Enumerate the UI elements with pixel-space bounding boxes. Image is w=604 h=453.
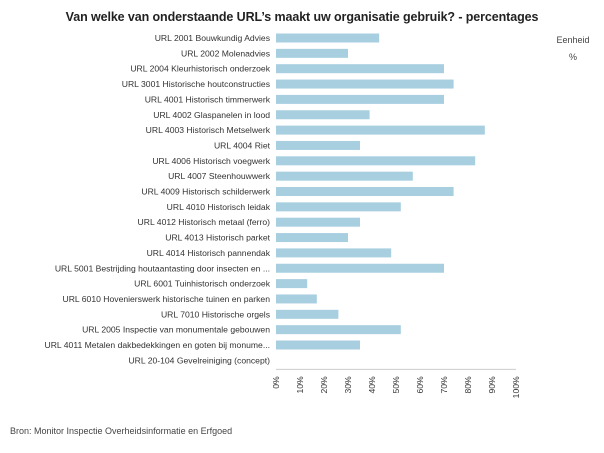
x-tick-label: 80% [463,376,473,394]
bar [276,202,401,212]
category-label: URL 4009 Historisch schilderwerk [141,187,270,197]
bar [276,64,444,74]
x-tick-label: 60% [415,376,425,394]
bar [276,171,413,181]
x-tick-label: 20% [319,376,329,394]
x-tick-label: 40% [367,376,377,394]
bar [276,156,476,166]
x-tick-label: 50% [391,376,401,394]
category-label: URL 4001 Historisch timmerwerk [145,94,271,104]
category-label: URL 20-104 Gevelreiniging (concept) [128,355,270,365]
bar [276,233,348,243]
unit-box: Eenheid % [546,32,600,66]
category-label: URL 2002 Molenadvies [181,48,270,58]
bar [276,294,317,304]
category-label: URL 4003 Historisch Metselwerk [146,125,271,135]
source-note: Bron: Monitor Inspectie Overheidsinforma… [10,426,233,436]
x-tick-label: 100% [511,376,521,398]
bar [276,263,444,273]
x-tick-label: 70% [439,376,449,394]
category-label: URL 3001 Historische houtconstructies [122,79,270,89]
bar [276,340,360,350]
bar [276,79,454,89]
category-label: URL 6010 Hovenierswerk historische tuine… [63,294,271,304]
category-label: URL 5001 Bestrijding houtaantasting door… [55,263,270,273]
bar [276,125,485,135]
category-label: URL 6001 Tuinhistorisch onderzoek [134,279,271,289]
category-label: URL 4002 Glaspanelen in lood [153,110,270,120]
category-label: URL 2001 Bouwkundig Advies [155,33,270,43]
bar [276,110,370,120]
bar [276,48,348,58]
category-label: URL 4006 Historisch voegwerk [152,156,270,166]
category-label: URL 4004 Riet [214,140,271,150]
category-label: URL 4013 Historisch parket [165,233,270,243]
bar [276,33,380,43]
category-label: URL 4011 Metalen dakbedekkingen en goten… [45,340,271,350]
unit-label: Eenheid [556,35,590,45]
bar [276,140,360,150]
x-tick-label: 0% [271,376,281,389]
chart-title: Van welke van onderstaande URL’s maakt u… [65,10,539,24]
bar [276,248,392,258]
category-label: URL 2004 Kleurhistorisch onderzoek [130,64,270,74]
category-label: URL 7010 Historische orgels [161,309,270,319]
category-label: URL 4014 Historisch pannendak [147,248,271,258]
x-tick-label: 30% [343,376,353,394]
category-label: URL 4007 Steenhouwwerk [168,171,271,181]
x-tick-label: 90% [487,376,497,394]
bar [276,309,339,319]
bar [276,187,454,196]
x-tick-label: 10% [295,376,305,394]
category-label: URL 4012 Historisch metaal (ferro) [138,217,271,227]
unit-value: % [568,52,577,62]
bar [276,94,444,104]
bar [276,279,308,289]
category-label: URL 2005 Inspectie van monumentale gebou… [82,325,270,335]
bar [276,217,360,227]
bar [276,325,401,335]
category-label: URL 4010 Historisch leidak [167,202,271,212]
